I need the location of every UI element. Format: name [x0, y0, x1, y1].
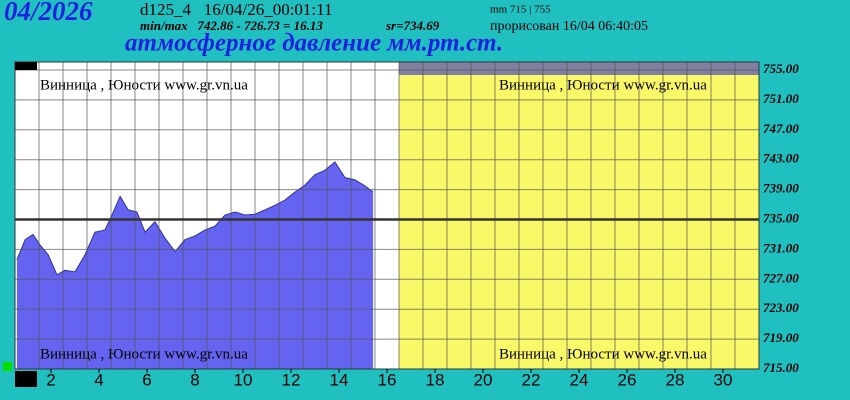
y-tick-label: 739.00: [763, 181, 799, 196]
x-tick-label: 10: [234, 370, 253, 389]
x-tick-label: 22: [522, 370, 541, 389]
x-tick-label: 4: [94, 370, 103, 389]
pressure-line: [16, 161, 374, 276]
drawn-time: прорисован 16/04 06:40:05: [490, 19, 648, 34]
x-tick-label: 30: [714, 370, 733, 389]
y-tick-label: 755.00: [763, 61, 799, 76]
min-max: min/max 742.86 - 726.73 = 16.13: [140, 18, 323, 33]
x-tick-label: 20: [474, 370, 493, 389]
x-tick-label: 8: [190, 370, 199, 389]
period: 04/2026: [4, 0, 93, 26]
pressure-area: [16, 161, 374, 369]
x-tick-label: 28: [666, 370, 685, 389]
x-tick-label: 2: [46, 370, 55, 389]
x-tick-label: 16: [378, 370, 397, 389]
y-tick-label: 735.00: [763, 210, 799, 225]
watermark: Винница , Юности www.gr.vn.ua: [40, 77, 248, 93]
x-tick-label: 12: [282, 370, 301, 389]
y-tick-label: 747.00: [763, 121, 799, 136]
plot-future: [399, 62, 759, 369]
marker: [15, 371, 37, 387]
marker: [3, 362, 12, 371]
marker: [15, 62, 37, 70]
future-band: [399, 62, 759, 75]
x-tick-label: 6: [142, 370, 151, 389]
scale-info: mm 715 | 755: [490, 4, 551, 16]
x-tick-label: 18: [426, 370, 445, 389]
chart-title: атмосферное давление мм.рт.ст.: [125, 30, 503, 57]
y-tick-label: 743.00: [763, 151, 799, 166]
watermark: Винница , Юности www.gr.vn.ua: [40, 346, 248, 362]
y-tick-label: 723.00: [763, 300, 799, 315]
watermark: Винница , Юности www.gr.vn.ua: [499, 77, 707, 93]
x-tick-label: 24: [570, 370, 589, 389]
station-time: d125_4 16/04/26_00:01:11: [140, 0, 333, 19]
watermark: Винница , Юности www.gr.vn.ua: [499, 346, 707, 362]
x-tick-label: 26: [618, 370, 637, 389]
y-tick-label: 727.00: [763, 270, 799, 285]
mean: sr=734.69: [385, 18, 440, 33]
y-tick-label: 715.00: [763, 360, 799, 375]
x-tick-label: 14: [330, 370, 349, 389]
y-tick-label: 719.00: [763, 330, 799, 345]
y-tick-label: 751.00: [763, 91, 799, 106]
y-tick-label: 731.00: [763, 240, 799, 255]
